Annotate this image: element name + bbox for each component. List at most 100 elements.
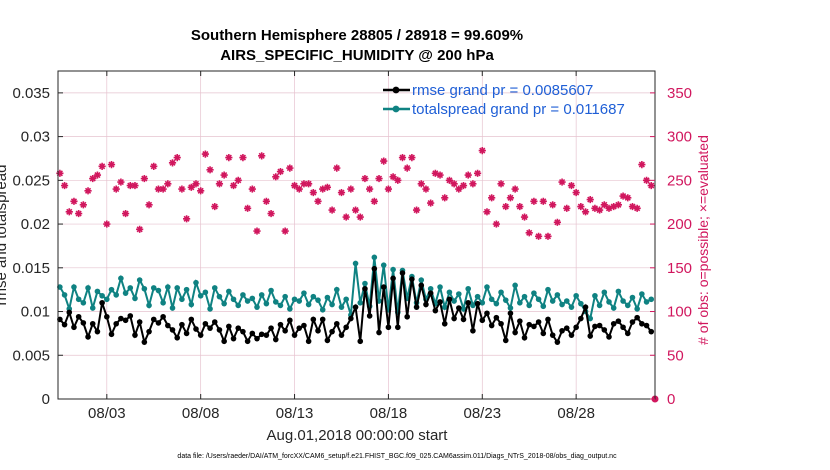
totalspread-point xyxy=(155,287,162,294)
rmse-point xyxy=(474,300,481,307)
totalspread-point xyxy=(104,296,110,303)
totalspread-point xyxy=(179,296,185,303)
rmse-point xyxy=(559,327,565,334)
totalspread-point xyxy=(99,292,105,299)
obs-count-point xyxy=(417,180,425,188)
obs-count-point xyxy=(412,206,421,214)
obs-count-point xyxy=(596,206,604,214)
obs-count-point xyxy=(614,201,622,209)
totalspread-point xyxy=(507,305,514,311)
obs-count-point xyxy=(398,153,407,162)
obs-count-point xyxy=(56,169,64,177)
obs-count-point xyxy=(295,185,303,193)
rmse-point xyxy=(592,323,598,330)
rmse-point xyxy=(362,285,368,292)
totalspread-point xyxy=(592,292,598,299)
rmse-point xyxy=(85,334,91,340)
totalspread-point xyxy=(249,295,256,302)
totalspread-point xyxy=(85,285,91,291)
totalspread-point xyxy=(338,304,345,310)
totalspread-point xyxy=(521,293,528,300)
obs-count-point xyxy=(586,195,594,204)
totalspread-point xyxy=(282,293,288,300)
obs-count-point xyxy=(112,185,120,193)
obs-count-point xyxy=(605,204,613,212)
rmse-point xyxy=(568,332,575,338)
totalspread-point xyxy=(230,296,237,303)
rmse-point xyxy=(470,327,476,334)
totalspread-point xyxy=(146,302,152,309)
y-left-tick-label: 0.025 xyxy=(12,172,50,189)
obs-count-point xyxy=(455,185,463,193)
rmse-point xyxy=(230,335,237,342)
rmse-point xyxy=(371,265,378,272)
obs-count-point xyxy=(361,174,369,183)
obs-count-point xyxy=(394,176,402,184)
totalspread-point xyxy=(94,288,101,295)
rmse-point xyxy=(338,332,345,338)
rmse-point xyxy=(610,320,617,327)
rmse-point xyxy=(437,299,443,305)
obs-count-point xyxy=(286,164,294,172)
rmse-point xyxy=(108,331,115,338)
rmse-point xyxy=(118,315,124,322)
obs-count-point xyxy=(633,204,641,212)
rmse-point xyxy=(226,323,232,330)
rmse-point xyxy=(282,327,288,334)
rmse-point xyxy=(521,334,528,341)
x-tick-label: 08/18 xyxy=(370,405,408,422)
y-right-tick-label: 300 xyxy=(667,129,692,146)
totalspread-point xyxy=(362,280,368,287)
obs-count-point xyxy=(563,204,571,212)
rmse-point xyxy=(146,328,152,335)
obs-count-point xyxy=(140,174,148,183)
obs-count-point xyxy=(427,199,435,207)
totalspread-point xyxy=(315,297,321,303)
rmse-point xyxy=(399,270,406,276)
totalspread-point xyxy=(573,292,579,299)
obs-count-point xyxy=(131,181,139,190)
obs-count-point xyxy=(107,160,116,169)
obs-count-point xyxy=(488,194,496,202)
obs-count-point xyxy=(431,169,439,177)
obs-count-point xyxy=(577,202,585,211)
obs-count-point xyxy=(262,197,270,205)
rmse-point xyxy=(587,333,594,339)
legend-rmse-label: rmse grand pr = 0.0085607 xyxy=(412,82,593,99)
totalspread-point xyxy=(150,285,157,291)
totalspread-point xyxy=(601,289,608,296)
obs-count-point xyxy=(182,215,191,223)
obs-count-point xyxy=(192,180,200,188)
obs-count-point xyxy=(145,201,153,209)
rmse-point xyxy=(357,338,364,345)
totalspread-point xyxy=(188,301,195,308)
rmse-point xyxy=(315,327,321,334)
obs-count-point xyxy=(248,185,256,193)
rmse-point xyxy=(531,323,537,330)
totalspread-point xyxy=(254,304,260,310)
totalspread-point xyxy=(620,298,626,304)
rmse-point xyxy=(202,320,209,327)
obs-count-point xyxy=(244,204,252,212)
axis-ticks: 0 50 100 150 200 250 300 350 08/03 08/08 08/13 08/1… xyxy=(12,71,692,422)
totalspread-point xyxy=(470,302,476,309)
obs-count-point xyxy=(89,174,97,183)
y-right-tick-label: 200 xyxy=(667,216,692,233)
x-tick-label: 08/23 xyxy=(464,405,502,422)
rmse-point xyxy=(563,325,570,331)
obs-count-point xyxy=(323,183,332,191)
rmse-point xyxy=(216,327,223,333)
totalspread-point xyxy=(563,298,570,304)
totalspread-point xyxy=(629,294,636,301)
obs-count-point xyxy=(229,181,238,190)
totalspread-point xyxy=(207,306,213,312)
obs-count-point xyxy=(525,229,533,237)
obs-count-point xyxy=(445,176,454,184)
totalspread-point xyxy=(305,301,312,308)
obs-count-point xyxy=(459,181,468,190)
obs-count-point xyxy=(136,225,144,233)
obs-count-point xyxy=(272,173,280,181)
totalspread-point xyxy=(545,286,551,293)
obs-count-point xyxy=(502,202,510,211)
totalspread-point xyxy=(277,302,284,309)
